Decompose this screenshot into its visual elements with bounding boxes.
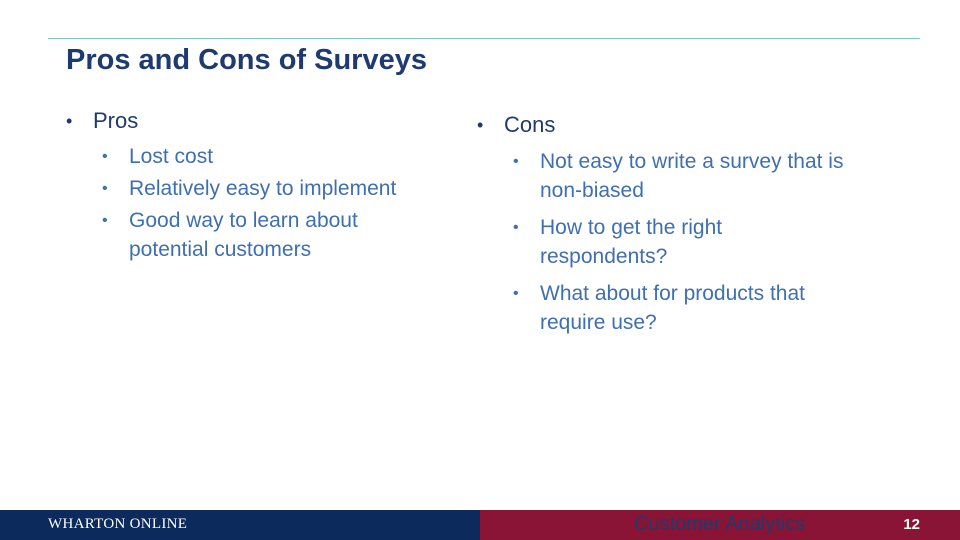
cons-column: • Cons • Not easy to write a survey that… xyxy=(477,112,897,345)
title-divider xyxy=(48,38,920,39)
bullet-icon: • xyxy=(66,111,73,131)
cons-item: • How to get the right respondents? xyxy=(513,213,897,271)
pros-list: • Lost cost • Relatively easy to impleme… xyxy=(66,142,466,264)
cons-heading: Cons xyxy=(504,112,556,137)
pros-item-text: Good way to learn about potential custom… xyxy=(129,209,358,261)
cons-item-text: Not easy to write a survey that is non-b… xyxy=(540,150,844,202)
cons-item: • What about for products that require u… xyxy=(513,279,897,337)
bullet-icon: • xyxy=(513,153,519,170)
bullet-icon: • xyxy=(102,212,108,229)
bullet-icon: • xyxy=(102,148,108,165)
bullet-icon: • xyxy=(513,285,519,302)
pros-item-text: Relatively easy to implement xyxy=(129,177,397,200)
pros-column: • Pros • Lost cost • Relatively easy to … xyxy=(66,108,466,267)
pros-item: • Relatively easy to implement xyxy=(102,174,466,203)
pros-heading-item: • Pros xyxy=(66,108,466,134)
pros-item-text: Lost cost xyxy=(129,145,214,168)
pros-heading: Pros xyxy=(93,108,139,133)
bullet-icon: • xyxy=(477,115,484,135)
pros-item: • Good way to learn about potential cust… xyxy=(102,206,466,264)
cons-list: • Not easy to write a survey that is non… xyxy=(477,147,897,337)
cons-item-text: How to get the right respondents? xyxy=(540,216,723,268)
bullet-icon: • xyxy=(102,180,108,197)
pros-item: • Lost cost xyxy=(102,142,466,171)
slide-title: Pros and Cons of Surveys xyxy=(66,44,427,76)
page-number: 12 xyxy=(903,516,920,533)
footer-brand-bar: WHARTON ONLINE xyxy=(0,510,480,540)
cons-item-text: What about for products that require use… xyxy=(540,282,805,334)
bullet-icon: • xyxy=(513,219,519,236)
cons-heading-item: • Cons xyxy=(477,112,897,138)
footer-course-bar: Customer Analytics 12 xyxy=(480,510,960,540)
footer-brand: WHARTON ONLINE xyxy=(48,516,188,532)
footer-course-title: Customer Analytics xyxy=(634,513,806,535)
cons-item: • Not easy to write a survey that is non… xyxy=(513,147,897,205)
